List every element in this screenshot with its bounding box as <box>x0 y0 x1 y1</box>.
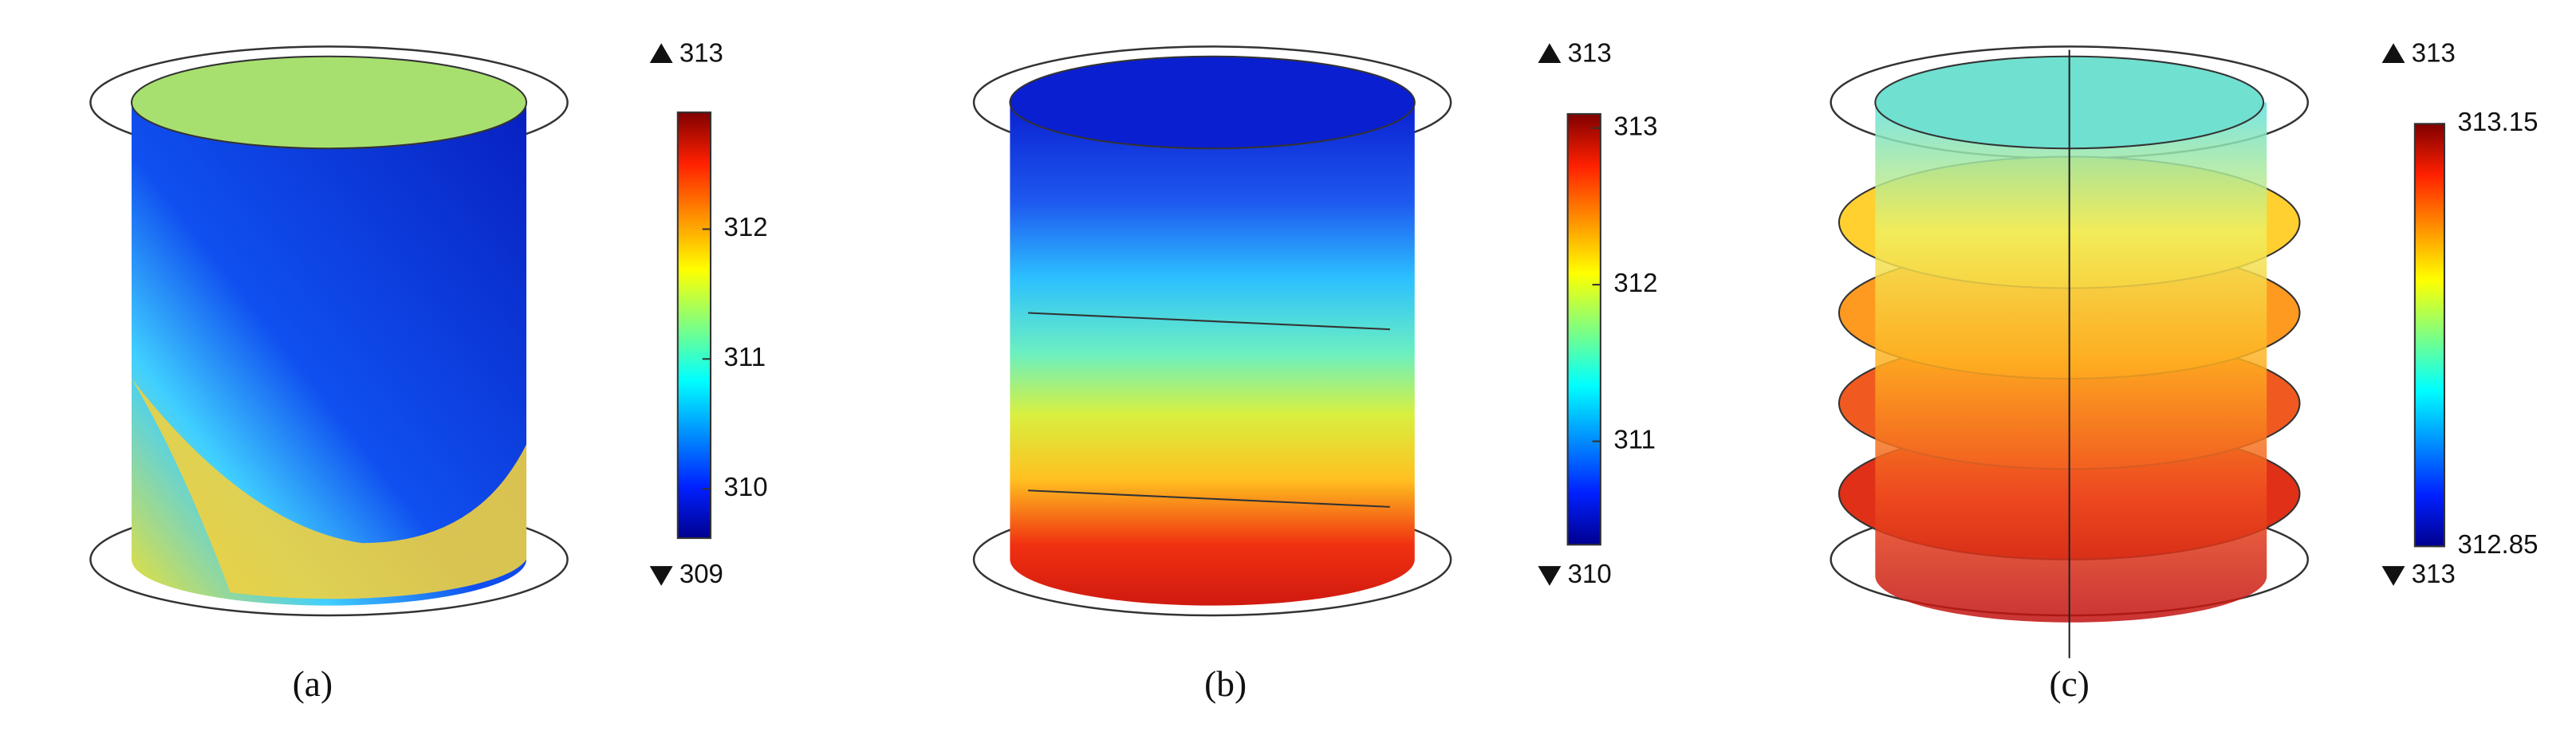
max-label: 313 <box>679 37 723 67</box>
tick-label: 313 <box>1613 111 1657 140</box>
caption: (c) <box>2050 664 2090 704</box>
panel-b <box>972 45 1452 617</box>
min-marker <box>649 566 673 586</box>
max-marker <box>649 43 673 63</box>
min-label: 310 <box>1568 559 1612 588</box>
panel-a <box>89 45 569 617</box>
coil <box>1028 312 1390 508</box>
tick-label: 311 <box>724 342 766 371</box>
panel-c <box>1830 45 2310 658</box>
min-marker <box>1538 566 1562 586</box>
max-label: 313 <box>1568 37 1612 67</box>
cylinder <box>1010 102 1415 606</box>
max-marker <box>2381 43 2405 63</box>
cylinder <box>1875 102 2267 623</box>
caption: (a) <box>293 664 333 704</box>
min-label: 309 <box>679 559 723 588</box>
colorbar <box>2413 123 2446 548</box>
top-face <box>130 55 528 150</box>
tick-label: 312.85 <box>2457 529 2538 559</box>
max-label: 313 <box>2412 37 2456 67</box>
tick-label: 310 <box>724 472 768 501</box>
min-marker <box>2381 566 2405 586</box>
colorbar <box>676 111 712 540</box>
min-label: 313 <box>2412 559 2456 588</box>
top-face <box>1009 55 1416 150</box>
tick-label: 312 <box>724 212 768 242</box>
hot-region <box>132 379 527 599</box>
colorbar <box>1566 112 1601 546</box>
cylinder <box>132 102 527 606</box>
tick-label: 312 <box>1613 268 1657 297</box>
max-marker <box>1538 43 1562 63</box>
tick-label: 311 <box>1613 424 1656 454</box>
caption: (b) <box>1204 664 1247 704</box>
tick-label: 313.15 <box>2457 107 2538 136</box>
